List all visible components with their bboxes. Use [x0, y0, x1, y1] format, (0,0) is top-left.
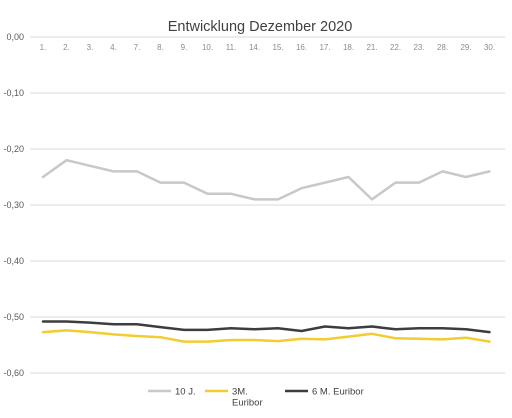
x-tick-label: 8. [157, 43, 164, 52]
series-line-3m-euribor [41, 329, 491, 343]
x-tick-label: 28. [437, 43, 448, 52]
x-tick-label: 21. [366, 43, 377, 52]
x-tick-label: 15. [272, 43, 283, 52]
y-tick-label: -0,30 [3, 200, 24, 210]
x-tick-label: 14. [249, 43, 260, 52]
x-tick-label: 10. [202, 43, 213, 52]
legend-label: 10 J. [175, 387, 196, 398]
x-tick-label: 23. [413, 43, 424, 52]
legend-label: 6 M. Euribor [312, 387, 364, 398]
x-tick-label: 11. [226, 43, 237, 52]
legend: 10 J. 3M. Euribor 6 M. Euribor [148, 387, 364, 409]
series-line-10-j [41, 158, 491, 201]
legend-label: 3M. Euribor [232, 387, 263, 409]
y-axis-tick-labels: 0,00 -0,10 -0,20 -0,30 -0,40 -0,50 -0,60 [3, 32, 24, 378]
y-tick-label: -0,50 [3, 312, 24, 322]
x-tick-label: 9. [181, 43, 188, 52]
x-tick-label: 30. [484, 43, 495, 52]
y-tick-label: -0,40 [3, 256, 24, 266]
series-lines [41, 158, 491, 343]
x-tick-label: 3. [87, 43, 94, 52]
x-tick-label: 4. [110, 43, 117, 52]
x-tick-label: 29. [460, 43, 471, 52]
x-tick-label: 1. [40, 43, 47, 52]
x-tick-label: 22. [390, 43, 401, 52]
gridlines [30, 36, 505, 374]
x-tick-label: 17. [319, 43, 330, 52]
x-tick-label: 16. [296, 43, 307, 52]
x-tick-label: 18. [343, 43, 354, 52]
y-tick-label: 0,00 [6, 32, 24, 42]
x-tick-label: 7. [134, 43, 141, 52]
series-line-6-m-euribor [41, 320, 491, 334]
y-tick-label: -0,10 [3, 88, 24, 98]
x-axis-tick-labels: 1. 2. 3. 4. 7. 8. 9. 10. 11. 14. 15. 16. 17. 18. 21. 22… [40, 43, 495, 52]
x-tick-label: 2. [63, 43, 70, 52]
chart-title: Entwicklung Dezember 2020 [168, 19, 353, 35]
y-tick-label: -0,20 [3, 144, 24, 154]
y-tick-label: -0,60 [3, 368, 24, 378]
